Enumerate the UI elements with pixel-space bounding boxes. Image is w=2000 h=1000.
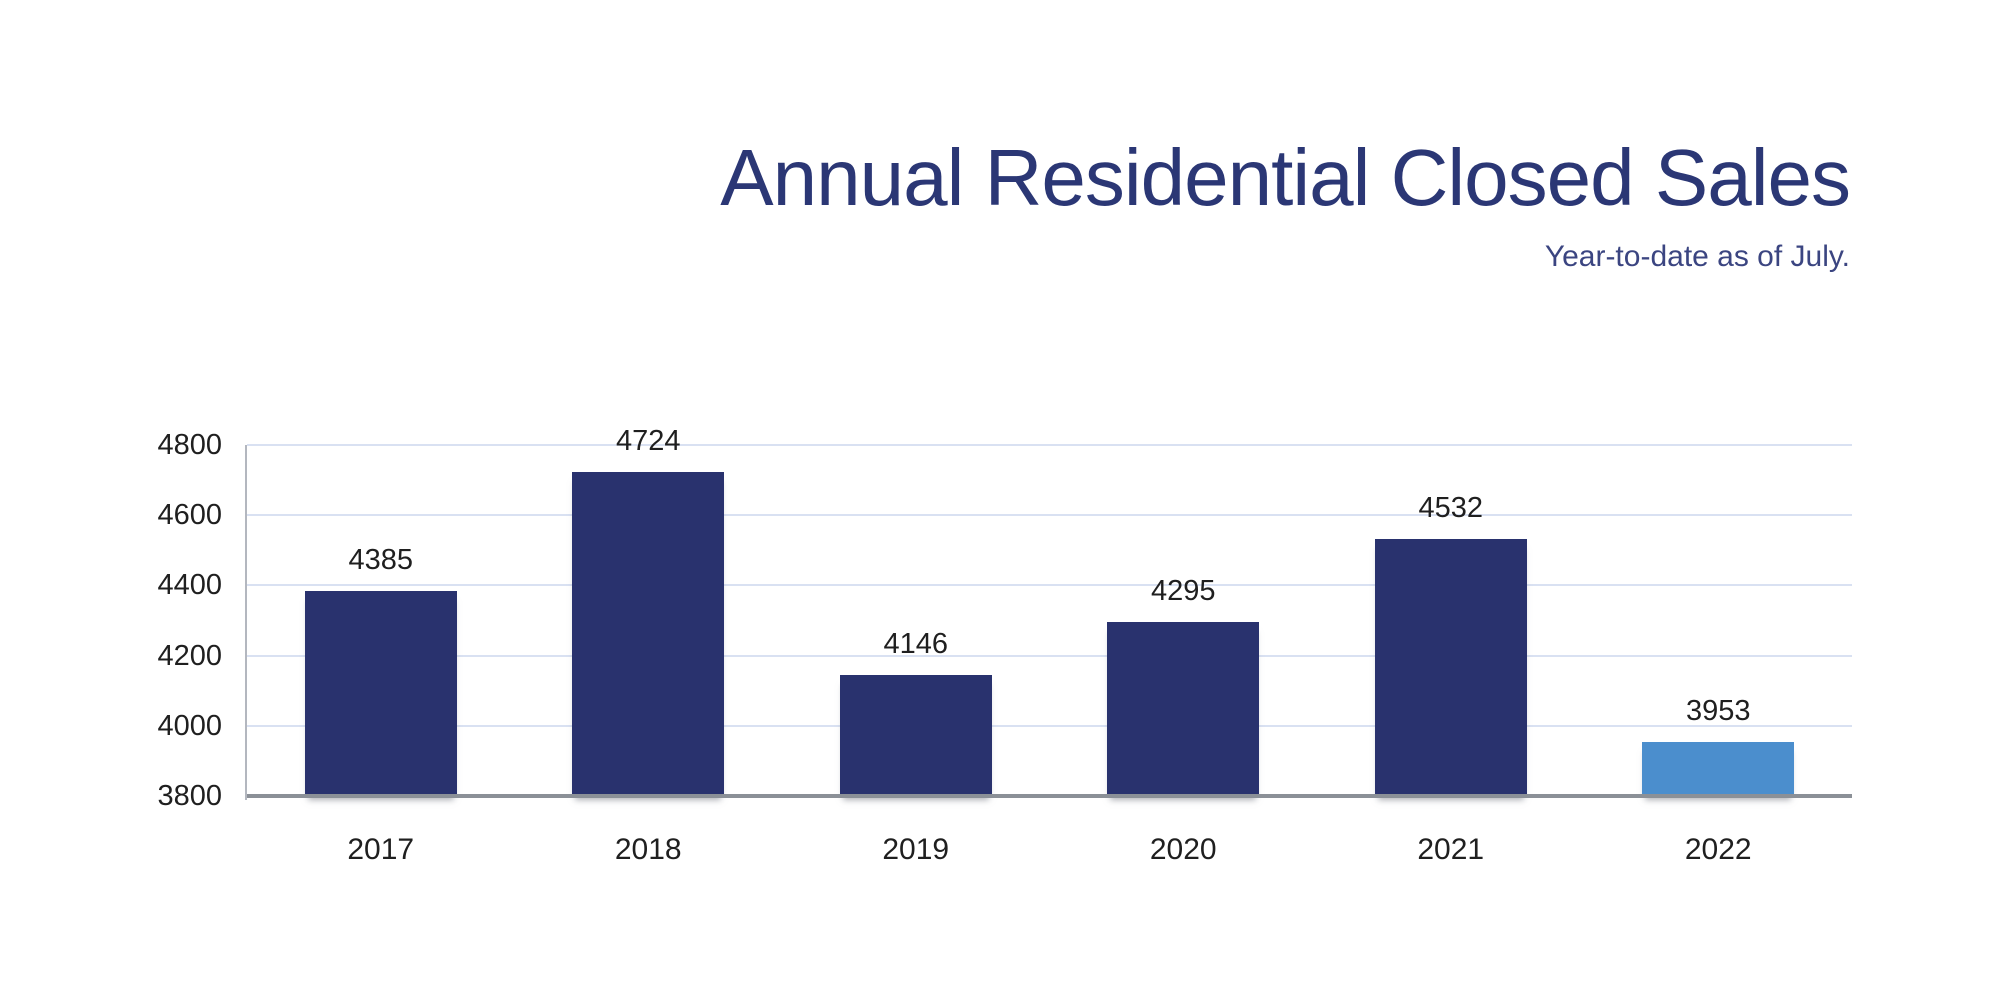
y-tick-label-4400: 4400 [157,569,222,602]
y-axis-line [245,445,247,800]
bar-value-label-2018: 4724 [615,424,681,457]
bar-value-label-2021: 4532 [1418,492,1483,525]
x-axis-baseline [247,794,1852,798]
bar-2021 [1374,539,1527,796]
bar-2020 [1107,622,1260,796]
gridline-4000 [247,724,1852,727]
bar-value-label-2022: 3953 [1685,695,1751,728]
y-tick-label-4800: 4800 [157,429,222,461]
y-tick-label-3800: 3800 [157,780,222,812]
gridline-4400 [247,584,1852,587]
x-tick-label-2017: 2017 [347,833,415,866]
bar-value-label-2019: 4146 [883,627,948,660]
bar-2017 [304,590,457,796]
y-tick-label-4000: 4000 [157,709,222,742]
gridline-4800 [247,444,1852,446]
chart-title: Annual Residential Closed Sales [720,133,1851,222]
bar-2018 [572,471,725,796]
gridline-4200 [247,654,1852,657]
x-tick-label-2018: 2018 [614,833,682,866]
chart-subtitle: Year-to-date as of July. [1544,240,1850,273]
x-tick-label-2020: 2020 [1149,833,1217,866]
bar-value-label-2017: 4385 [348,543,413,576]
plot-area [245,444,1852,800]
y-tick-label-4200: 4200 [157,639,222,672]
x-tick-label-2019: 2019 [882,833,950,866]
bar-value-label-2020: 4295 [1150,575,1216,608]
x-tick-label-2022: 2022 [1684,833,1752,866]
x-tick-label-2021: 2021 [1417,833,1485,866]
y-tick-label-4600: 4600 [157,499,222,532]
bar-2019 [839,674,992,796]
bar-2022 [1642,742,1795,796]
gridline-4600 [247,514,1852,517]
